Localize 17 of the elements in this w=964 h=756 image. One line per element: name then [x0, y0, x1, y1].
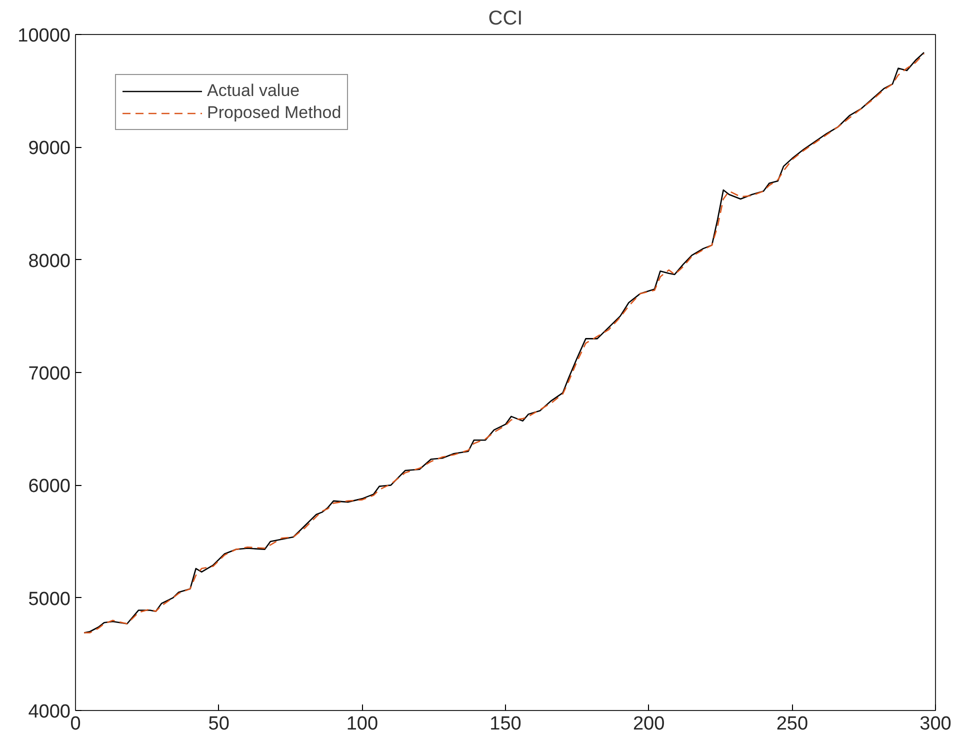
x-tick-label: 200: [632, 714, 665, 734]
x-tick-label: 300: [920, 714, 952, 734]
x-tick-label: 100: [346, 714, 378, 734]
legend-label: Actual value: [207, 81, 300, 101]
y-tick-label: 4000: [28, 702, 71, 722]
y-tick-label: 10000: [18, 26, 71, 46]
x-tick-label: 0: [70, 714, 81, 734]
x-tick-label: 150: [490, 714, 522, 734]
y-tick-label: 8000: [28, 250, 71, 272]
y-tick-label: 5000: [28, 588, 71, 610]
y-tick-label: 9000: [28, 138, 71, 160]
x-tick-label: 50: [208, 714, 230, 734]
chart-title: CCI: [488, 8, 523, 30]
x-tick-label: 250: [776, 714, 808, 734]
y-tick-label: 7000: [28, 364, 71, 384]
legend-label: Proposed Method: [207, 103, 342, 123]
y-tick-label: 6000: [28, 476, 71, 498]
